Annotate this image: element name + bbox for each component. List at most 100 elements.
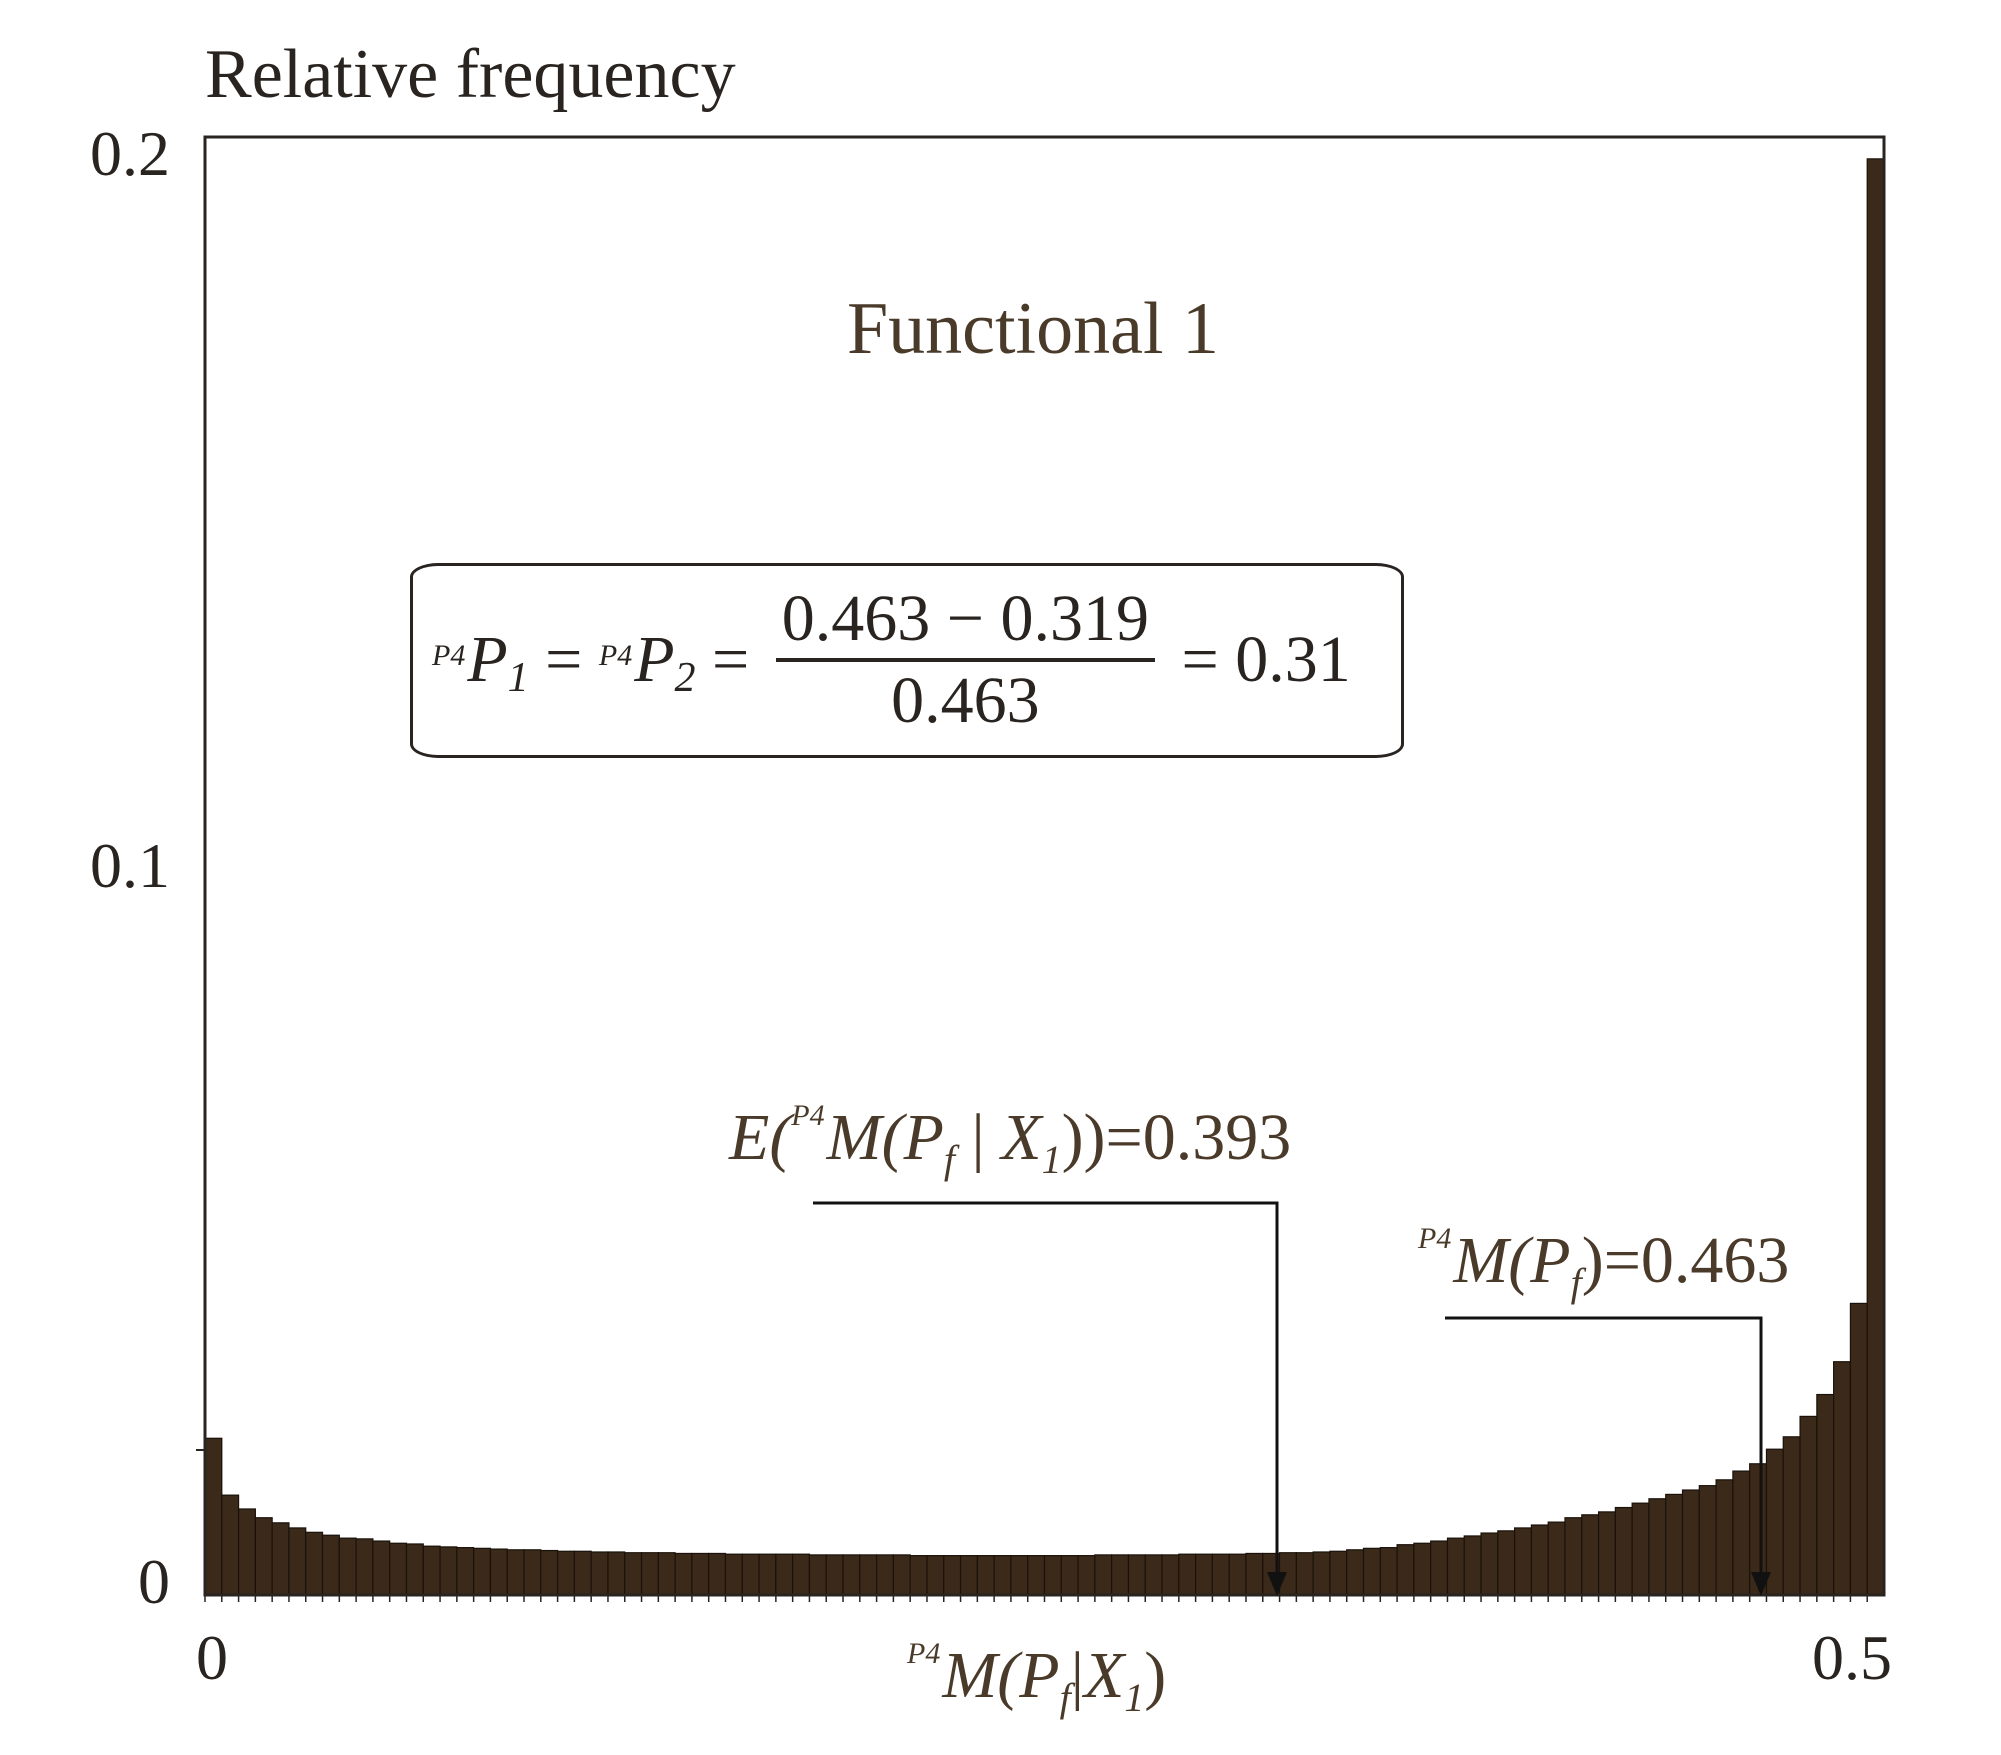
histogram-bar [792,1553,811,1596]
mean-x: X [1001,1101,1042,1174]
histogram-bar [892,1554,911,1596]
x-tick-label-0: 0 [196,1622,228,1693]
histogram-bar [1111,1554,1130,1596]
histogram-bar [1295,1552,1314,1596]
y-axis-title: Relative frequency [205,36,736,113]
histogram-bar [808,1554,827,1596]
mean-arrow-icon [1267,1572,1287,1596]
histogram-bar [624,1552,643,1596]
histogram-bar [1698,1485,1717,1596]
histogram-bar [1631,1502,1650,1596]
eq-denominator: 0.463 [891,664,1040,737]
histogram-bar [1379,1547,1398,1596]
y-tick-label-0: 0 [138,1546,170,1617]
histogram-bar [1027,1555,1046,1596]
y-tick-label-0.1: 0.1 [90,830,170,901]
histogram-bar [943,1555,962,1596]
eq-p1-sub: 1 [507,655,529,701]
histogram-bar [1329,1550,1348,1596]
y-tick-label-0.2: 0.2 [90,118,170,189]
histogram-bar [1547,1521,1566,1596]
histogram-bar [355,1538,374,1596]
histogram-bar [321,1534,340,1596]
histogram-bar [607,1551,626,1596]
mean-m: M(P [826,1101,944,1174]
xlabel-sub-f: f [1059,1675,1071,1720]
histogram-bar [1228,1553,1247,1596]
histogram-bar [1833,1361,1852,1596]
eq-equals-3: = [1165,623,1236,696]
histogram-bar [237,1508,256,1596]
histogram-bar [1799,1415,1818,1596]
mean-bar: | [955,1101,1002,1174]
eq-equals-1: = [528,623,599,696]
eq-p2-sub: 2 [674,655,696,701]
mean-sup: P4 [791,1099,825,1132]
histogram-bar [758,1553,777,1596]
histogram-bar [741,1553,760,1596]
xlabel-sub-1: 1 [1124,1675,1145,1720]
plot-frame [203,135,1886,1597]
mpf-arrow-icon [1751,1572,1771,1596]
histogram-bar [909,1555,928,1596]
histogram-bar [875,1554,894,1596]
mpf-sub-f: f [1570,1260,1582,1305]
histogram-bar [1144,1554,1163,1596]
histogram-bar [221,1494,240,1596]
histogram-bar [1413,1542,1432,1596]
histogram-bar [338,1537,357,1596]
histogram-bar [657,1552,676,1596]
chart-title: Functional 1 [847,288,1220,370]
mpf-sup: P4 [1418,1222,1452,1255]
mean-sub-1: 1 [1041,1137,1062,1182]
histogram-bar [305,1531,324,1596]
eq-p2: P [634,623,675,696]
histogram-bar [1715,1479,1734,1596]
mpf-m: M(P [1453,1224,1571,1297]
histogram-bar [976,1555,995,1596]
xlabel-bar: | [1070,1639,1084,1712]
histogram-bar [372,1540,391,1596]
mean-suffix: ))=0.393 [1061,1101,1292,1174]
histogram-bar [993,1555,1012,1596]
xlabel-m: M(P [942,1639,1060,1712]
histogram-bar [1043,1555,1062,1596]
histogram-bar [422,1545,441,1596]
histogram-bar [1346,1549,1365,1596]
eq-fraction: 0.463 − 0.319 0.463 [775,586,1156,737]
histogram-bar [674,1552,693,1596]
histogram-bar [959,1555,978,1596]
xlabel-sup: P4 [907,1637,941,1670]
x-tick-label-0.5: 0.5 [1812,1622,1892,1693]
histogram-bar [254,1517,273,1596]
histogram-bar [1312,1551,1331,1596]
mpf-suffix: )=0.463 [1581,1224,1790,1297]
histogram-bar [389,1542,408,1596]
histogram-bar [1161,1554,1180,1596]
histogram-bar [540,1549,559,1596]
histogram-bar [1178,1553,1197,1596]
histogram-bar [1866,158,1885,1596]
histogram-bar [1077,1555,1096,1596]
eq-p1: P [467,623,508,696]
histogram-bar [439,1546,458,1596]
histogram-bar [1463,1535,1482,1596]
histogram-bar [1362,1547,1381,1596]
eq-sup-1: P4 [432,639,466,672]
histogram-bar [708,1552,727,1596]
equation-box [410,563,1404,758]
histogram-bar [691,1552,710,1596]
histogram-bar [1648,1498,1667,1596]
histogram-bar [288,1527,307,1596]
x-axis-title: P4M(Pf|X1) [907,1639,1166,1718]
histogram-bar [1396,1544,1415,1596]
histogram-bar [1480,1532,1499,1596]
mpf-annotation: P4M(Pf)=0.463 [1418,1224,1789,1303]
histogram-bar [489,1548,508,1596]
histogram-bar [1614,1506,1633,1596]
histogram-bar [1849,1302,1868,1596]
histogram-bar [1597,1511,1616,1596]
histogram-bar [590,1551,609,1596]
eq-result: 0.31 [1235,623,1351,696]
